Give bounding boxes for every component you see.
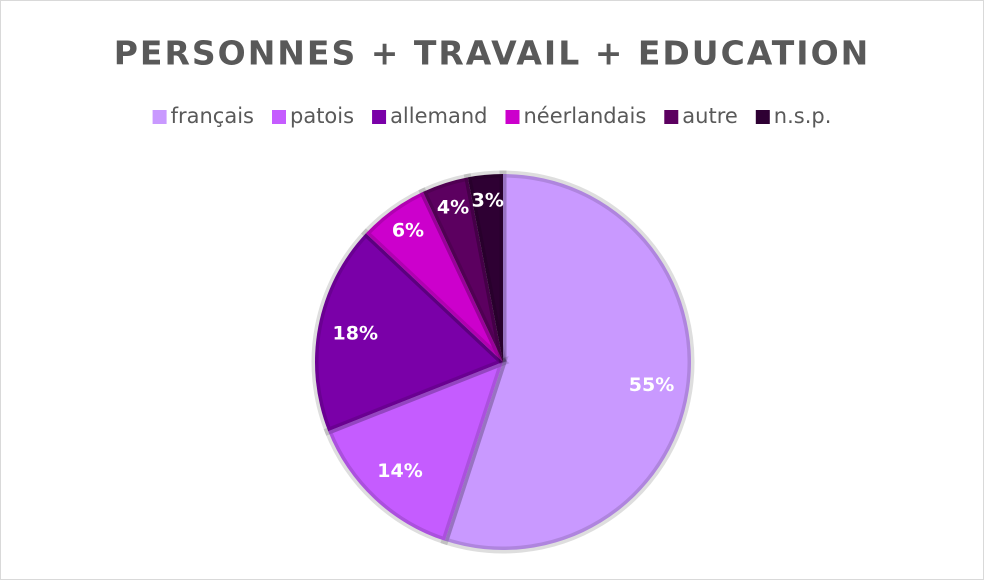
slice-group: [361, 187, 507, 365]
data-label: 55%: [629, 374, 674, 396]
legend-swatch: [272, 110, 286, 124]
legend-swatch: [152, 110, 167, 124]
slice-group: [323, 356, 509, 546]
legend-swatch: [372, 110, 387, 124]
slice-group: [463, 170, 507, 363]
data-label: 6%: [392, 220, 424, 242]
legend-label: autre: [682, 104, 738, 128]
legend-swatch: [755, 110, 770, 124]
data-label: 14%: [377, 460, 422, 482]
legend-label: néerlandais: [524, 104, 647, 128]
legend-swatch: [505, 110, 520, 124]
legend-label: allemand: [390, 104, 487, 128]
slice-group: [311, 228, 510, 436]
chart-title: PERSONNES + TRAVAIL + EDUCATION: [114, 34, 871, 73]
legend-label: patois: [290, 104, 354, 128]
legend-label: français: [171, 104, 254, 128]
slice-group: [440, 170, 695, 554]
data-label: 4%: [437, 197, 469, 219]
data-label: 3%: [472, 190, 504, 212]
data-label: 18%: [333, 322, 378, 344]
slice: [440, 170, 695, 554]
slice: [361, 187, 507, 365]
legend-swatch: [664, 110, 679, 124]
slice: [418, 173, 507, 364]
legend: français patois allemand néerlandais autre n.…: [152, 104, 832, 128]
slice: [463, 170, 507, 363]
slice: [311, 228, 510, 436]
legend-label: n.s.p.: [774, 104, 832, 128]
slice: [323, 356, 509, 546]
slice-group: [418, 173, 507, 364]
